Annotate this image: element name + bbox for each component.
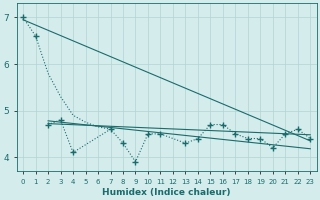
X-axis label: Humidex (Indice chaleur): Humidex (Indice chaleur)	[102, 188, 231, 197]
